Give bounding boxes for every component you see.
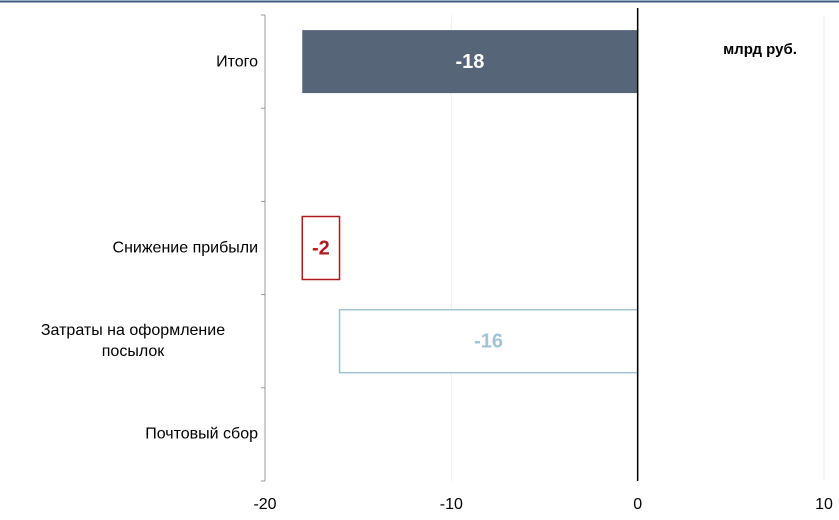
x-tick-label: -20: [253, 496, 276, 513]
category-label: Затраты на оформление посылок: [40, 322, 226, 361]
value-label: -16: [474, 330, 503, 352]
bar: [302, 30, 638, 94]
value-label: -2: [312, 237, 330, 259]
x-tick-label: 10: [815, 496, 833, 513]
x-tick-label: 0: [633, 496, 642, 513]
bar: [301, 215, 341, 281]
category-label: Снижение прибыли: [112, 239, 258, 257]
x-tick-label: -10: [440, 496, 463, 513]
category-label: Итого: [216, 53, 258, 71]
value-label: -18: [456, 51, 485, 73]
unit-annotation: млрд руб.: [723, 41, 797, 58]
category-label: Почтовый сбор: [145, 425, 258, 443]
